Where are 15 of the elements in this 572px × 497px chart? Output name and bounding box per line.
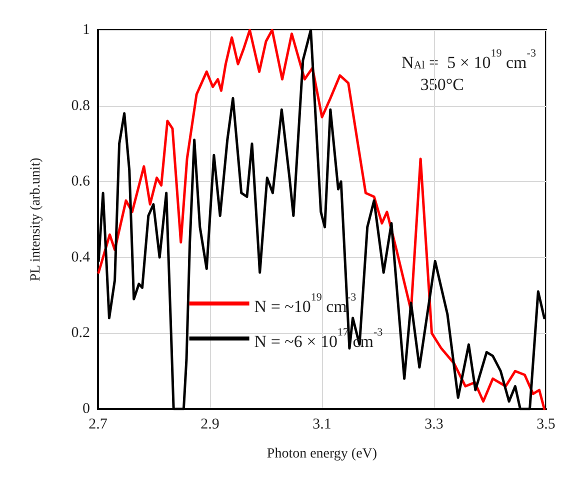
y-tick-label: 1: [82, 22, 90, 38]
y-tick-label: 0.2: [71, 325, 90, 342]
x-tick-label: 3.3: [424, 416, 444, 432]
x-tick-label: 3.1: [312, 416, 332, 432]
x-tick-label: 2.7: [88, 416, 108, 432]
x-axis-title: Photon energy (eV): [266, 446, 378, 462]
line-series: [97, 28, 546, 410]
y-tick-label: 0: [82, 401, 90, 417]
y-tick-label: 0.4: [71, 249, 90, 266]
y-tick-label: 0.6: [71, 174, 90, 190]
annotation: 350°C: [420, 75, 464, 94]
x-tick-label: 2.9: [200, 416, 220, 432]
y-tick-label: 0.8: [71, 98, 90, 114]
x-tick-label: 3.5: [536, 416, 556, 432]
y-axis-title: PL intensity (arb.unit): [28, 157, 44, 282]
